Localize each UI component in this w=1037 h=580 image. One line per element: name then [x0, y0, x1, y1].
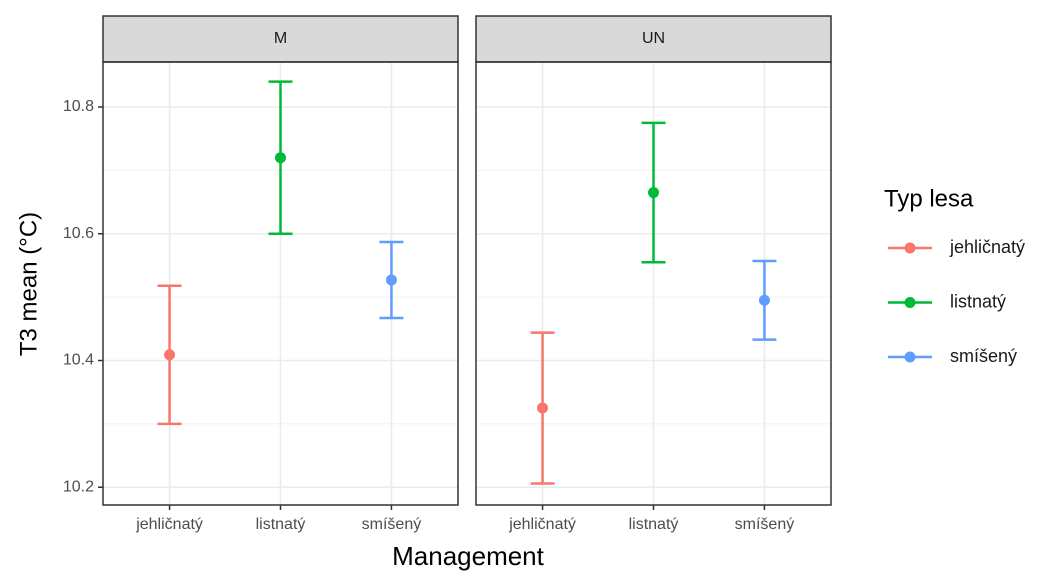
- x-tick-label: jehličnatý: [508, 516, 576, 533]
- legend-label: listnatý: [950, 291, 1006, 311]
- y-axis-label: T3 mean (°C): [15, 212, 42, 356]
- point: [758, 294, 770, 306]
- strip: [475, 15, 832, 63]
- y-tick-label: 10.2: [63, 478, 94, 495]
- strip-label: M: [274, 30, 287, 47]
- x-tick-label: listnatý: [629, 516, 679, 533]
- point: [648, 187, 659, 199]
- point: [275, 152, 286, 164]
- legend-label: jehličnatý: [949, 237, 1025, 257]
- panel-border: [102, 61, 459, 506]
- x-tick-label: smíšený: [735, 516, 795, 533]
- y-tick-label: 10.6: [63, 225, 94, 242]
- strip-label: UN: [642, 30, 665, 47]
- x-axis-label: Management: [392, 541, 545, 571]
- x-tick-label: smíšený: [362, 516, 422, 533]
- panel-border: [475, 61, 832, 506]
- y-tick-label: 10.8: [63, 98, 94, 115]
- x-tick-label: listnatý: [256, 516, 306, 533]
- point: [164, 349, 176, 361]
- point: [385, 274, 397, 286]
- legend-title: Typ lesa: [884, 185, 974, 212]
- legend-point: [904, 297, 916, 308]
- legend-point: [904, 242, 916, 254]
- legend-point: [904, 351, 916, 363]
- y-tick-label: 10.4: [63, 352, 94, 369]
- strip: [102, 15, 459, 63]
- point: [537, 402, 549, 414]
- legend-label: smíšený: [950, 346, 1017, 366]
- x-tick-label: jehličnatý: [135, 516, 203, 533]
